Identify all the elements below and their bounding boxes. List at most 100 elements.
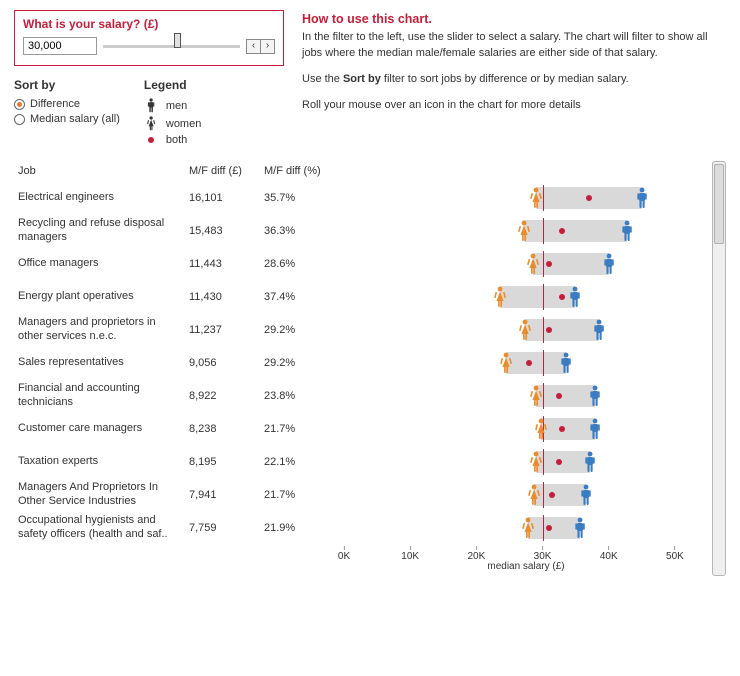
table-row[interactable]: Energy plant operatives 11,430 37.4%: [14, 280, 708, 313]
woman-icon[interactable]: [494, 286, 506, 311]
both-dot[interactable]: [559, 426, 565, 432]
woman-icon[interactable]: [522, 517, 534, 542]
legend-title: Legend: [144, 78, 201, 92]
row-chart: [344, 482, 708, 508]
axis-tick: 30K: [534, 546, 552, 562]
diff-value: 15,483: [189, 225, 264, 237]
diff-value: 11,430: [189, 291, 264, 303]
row-chart: [344, 185, 708, 211]
sort-option-median[interactable]: Median salary (all): [14, 113, 120, 125]
reference-line: [543, 449, 544, 475]
man-icon[interactable]: [589, 418, 601, 443]
reference-line: [543, 218, 544, 244]
row-chart: [344, 284, 708, 310]
table-row[interactable]: Occupational hygienists and safety offic…: [14, 511, 708, 544]
job-label: Electrical engineers: [14, 191, 189, 204]
row-chart: [344, 251, 708, 277]
man-icon[interactable]: [603, 253, 615, 278]
job-label: Financial and accounting technicians: [14, 382, 189, 408]
diff-value: 8,195: [189, 456, 264, 468]
row-chart: [344, 416, 708, 442]
job-label: Energy plant operatives: [14, 290, 189, 303]
both-dot[interactable]: [546, 261, 552, 267]
diff-value: 8,922: [189, 390, 264, 402]
both-dot[interactable]: [559, 228, 565, 234]
man-icon[interactable]: [574, 517, 586, 542]
header-pct: M/F diff (%): [264, 165, 344, 177]
row-chart: [344, 218, 708, 244]
woman-icon[interactable]: [519, 319, 531, 344]
scroll-thumb[interactable]: [714, 164, 724, 244]
man-icon[interactable]: [569, 286, 581, 311]
woman-icon[interactable]: [527, 253, 539, 278]
woman-icon[interactable]: [528, 484, 540, 509]
column-headers: Job M/F diff (£) M/F diff (%): [14, 161, 708, 181]
both-dot[interactable]: [546, 327, 552, 333]
reference-line: [543, 515, 544, 541]
diff-value: 11,237: [189, 324, 264, 336]
row-chart: [344, 350, 708, 376]
both-dot[interactable]: [546, 525, 552, 531]
both-dot[interactable]: [559, 294, 565, 300]
salary-filter: What is your salary? (£) ‹ ›: [14, 10, 284, 66]
instructions-p2: Use the Sort by filter to sort jobs by d…: [302, 72, 726, 88]
both-dot[interactable]: [526, 360, 532, 366]
salary-slider[interactable]: [103, 39, 240, 53]
woman-icon[interactable]: [535, 418, 547, 443]
both-dot[interactable]: [586, 195, 592, 201]
table-row[interactable]: Financial and accounting technicians 8,9…: [14, 379, 708, 412]
man-icon[interactable]: [580, 484, 592, 509]
man-icon[interactable]: [636, 187, 648, 212]
prev-button[interactable]: ‹: [246, 39, 261, 54]
job-label: Taxation experts: [14, 455, 189, 468]
diff-value: 7,941: [189, 489, 264, 501]
sort-title: Sort by: [14, 78, 120, 92]
woman-icon[interactable]: [530, 187, 542, 212]
job-label: Office managers: [14, 257, 189, 270]
legend-men: men: [144, 98, 201, 113]
header-diff: M/F diff (£): [189, 165, 264, 177]
table-row[interactable]: Recycling and refuse disposal managers 1…: [14, 214, 708, 247]
job-label: Recycling and refuse disposal managers: [14, 217, 189, 243]
woman-icon[interactable]: [530, 451, 542, 476]
table-row[interactable]: Managers And Proprietors In Other Servic…: [14, 478, 708, 511]
table-row[interactable]: Customer care managers 8,238 21.7%: [14, 412, 708, 445]
both-dot[interactable]: [556, 459, 562, 465]
man-icon[interactable]: [584, 451, 596, 476]
pct-value: 21.7%: [264, 423, 344, 435]
table-row[interactable]: Taxation experts 8,195 22.1%: [14, 445, 708, 478]
radio-icon: [14, 99, 25, 110]
row-chart: [344, 515, 708, 541]
man-icon: [144, 98, 158, 113]
man-icon[interactable]: [589, 385, 601, 410]
man-icon[interactable]: [593, 319, 605, 344]
reference-line: [543, 383, 544, 409]
woman-icon[interactable]: [500, 352, 512, 377]
scrollbar[interactable]: [712, 161, 726, 576]
sort-option-difference[interactable]: Difference: [14, 98, 120, 110]
row-chart: [344, 383, 708, 409]
x-axis: 0K10K20K30K40K50Kmedian salary (£): [344, 546, 708, 576]
instructions-p3: Roll your mouse over an icon in the char…: [302, 98, 726, 114]
salary-input[interactable]: [23, 37, 97, 55]
row-chart: [344, 317, 708, 343]
reference-line: [543, 185, 544, 211]
both-dot[interactable]: [556, 393, 562, 399]
sort-label: Median salary (all): [30, 113, 120, 125]
reference-line: [543, 350, 544, 376]
man-icon[interactable]: [560, 352, 572, 377]
table-row[interactable]: Managers and proprietors in other servic…: [14, 313, 708, 346]
man-icon[interactable]: [621, 220, 633, 245]
header-job: Job: [14, 165, 189, 177]
table-row[interactable]: Sales representatives 9,056 29.2%: [14, 346, 708, 379]
woman-icon[interactable]: [530, 385, 542, 410]
next-button[interactable]: ›: [260, 39, 275, 54]
table-row[interactable]: Office managers 11,443 28.6%: [14, 247, 708, 280]
slider-thumb[interactable]: [174, 33, 181, 48]
pct-value: 36.3%: [264, 225, 344, 237]
woman-icon: [144, 116, 158, 131]
sort-label: Difference: [30, 98, 80, 110]
row-chart: [344, 449, 708, 475]
table-row[interactable]: Electrical engineers 16,101 35.7%: [14, 181, 708, 214]
woman-icon[interactable]: [518, 220, 530, 245]
